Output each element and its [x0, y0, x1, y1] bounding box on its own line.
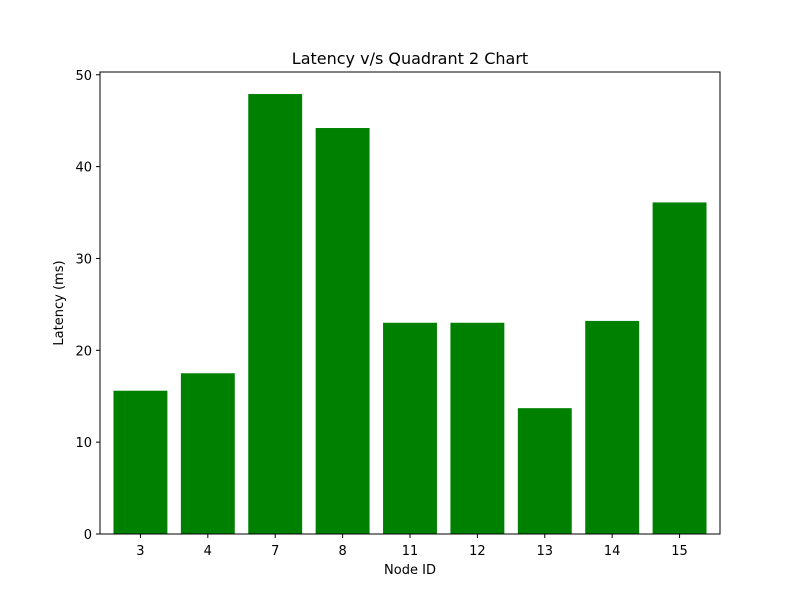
- bar-node-15: [652, 202, 707, 534]
- bar-node-14: [585, 320, 640, 534]
- x-tick-label: 4: [204, 544, 212, 559]
- x-axis-label: Node ID: [384, 563, 436, 578]
- y-tick-label: 30: [75, 252, 92, 267]
- y-axis-label: Latency (ms): [52, 260, 67, 345]
- y-tick-label: 10: [75, 436, 92, 451]
- x-tick-label: 8: [338, 544, 346, 559]
- x-tick-label: 15: [671, 544, 688, 559]
- bar-node-4: [180, 373, 235, 534]
- x-tick-label: 13: [537, 544, 554, 559]
- y-tick-label: 0: [84, 528, 92, 543]
- y-tick-label: 20: [75, 344, 92, 359]
- bar-node-13: [517, 408, 572, 534]
- y-tick-label: 40: [75, 161, 92, 176]
- chart-title: Latency v/s Quadrant 2 Chart: [292, 49, 528, 68]
- bar-node-11: [383, 322, 437, 534]
- y-tick-label: 50: [75, 69, 92, 84]
- x-tick-label: 12: [469, 544, 486, 559]
- x-axis: 3 4 7 8 11 12 13 14 15: [136, 534, 688, 559]
- bar-node-8: [315, 128, 370, 534]
- bars-group: [113, 94, 707, 534]
- bar-node-12: [450, 322, 505, 534]
- x-tick-label: 14: [604, 544, 621, 559]
- bar-node-3: [113, 390, 168, 534]
- x-tick-label: 3: [136, 544, 144, 559]
- y-axis: 0 10 20 30 40 50: [75, 69, 100, 543]
- x-tick-label: 7: [271, 544, 279, 559]
- x-tick-label: 11: [402, 544, 419, 559]
- bar-node-7: [248, 94, 303, 534]
